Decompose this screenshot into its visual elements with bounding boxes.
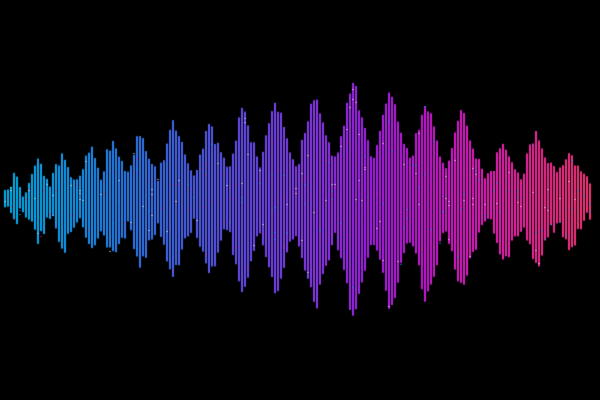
waveform-canvas [0, 0, 600, 400]
waveform-visualization [0, 0, 600, 400]
